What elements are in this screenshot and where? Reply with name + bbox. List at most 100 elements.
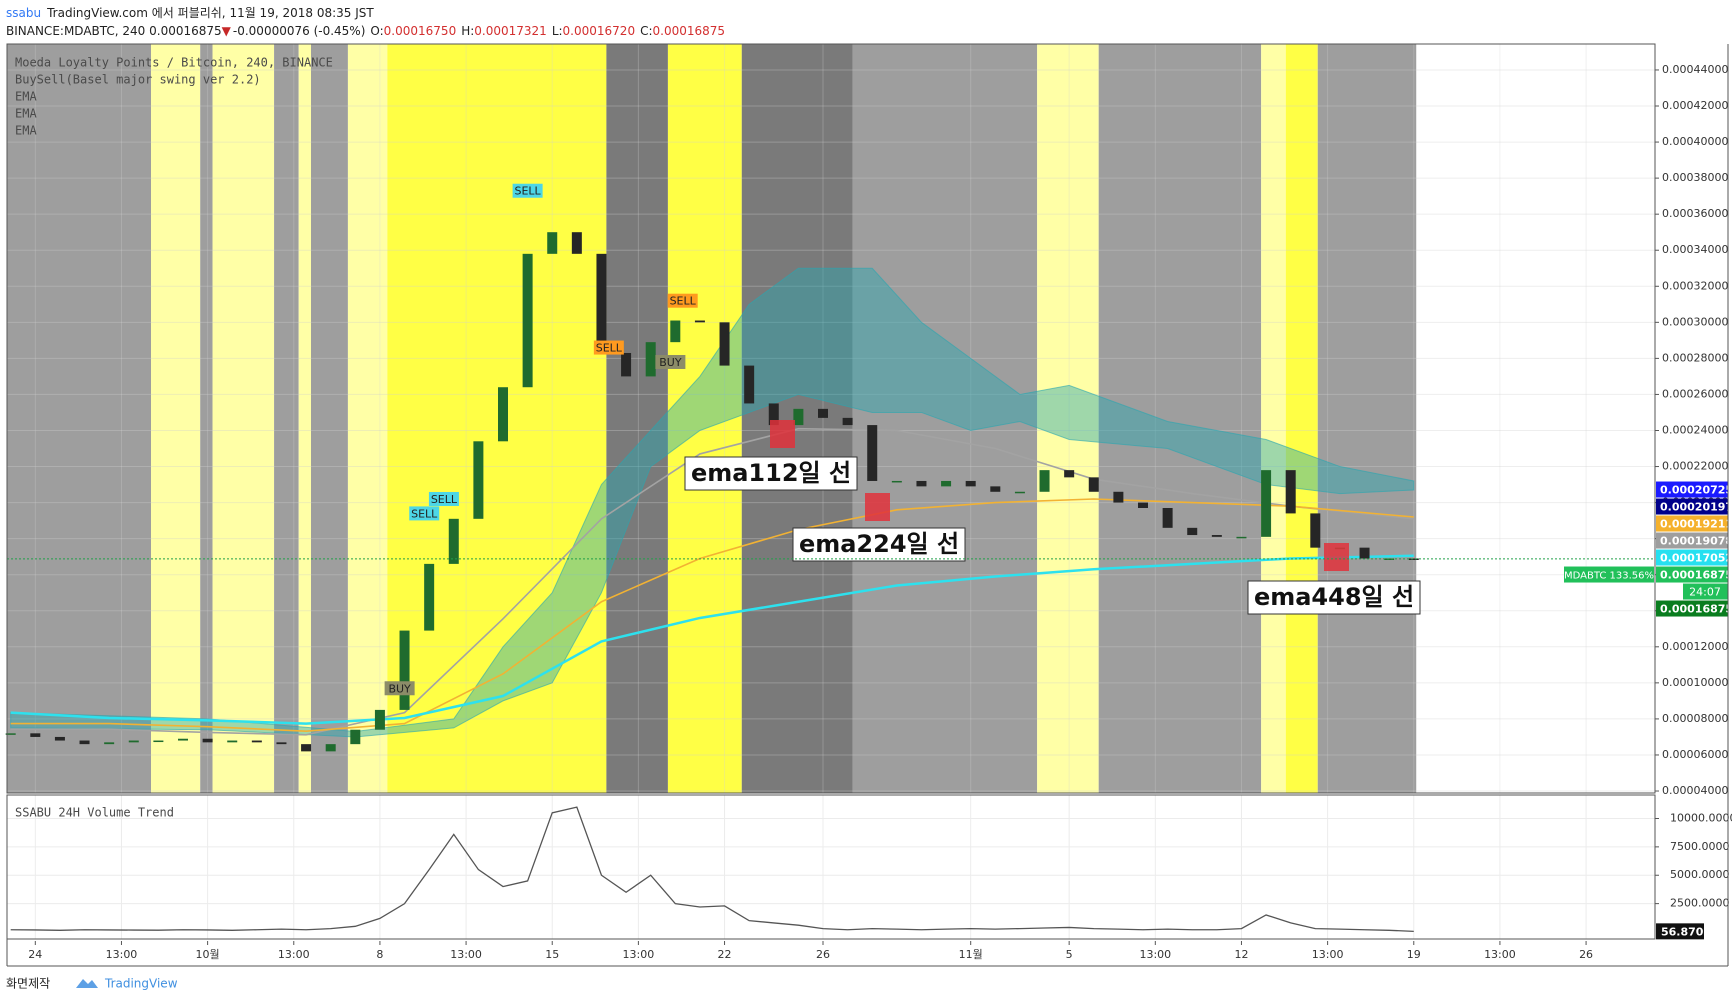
marker-square bbox=[1324, 543, 1349, 571]
signal-label: SELL bbox=[411, 507, 438, 520]
volume-line bbox=[10, 806, 1414, 933]
symbol-badge-label: MDABTC 133.56% bbox=[1564, 571, 1654, 582]
ohlc-key: H: bbox=[461, 24, 474, 38]
swing-zone bbox=[606, 44, 668, 793]
legend-entry: EMA bbox=[15, 124, 37, 138]
publisher: ssabu bbox=[6, 6, 41, 20]
y-tick-label: 2500.0000 bbox=[1670, 897, 1730, 910]
signal-label: BUY bbox=[388, 682, 411, 695]
swing-zone bbox=[1098, 44, 1262, 793]
candle bbox=[448, 518, 459, 564]
swing-zone bbox=[151, 44, 201, 793]
price-badge-label: 0.00020725 bbox=[1660, 484, 1732, 497]
candle bbox=[104, 742, 115, 745]
candle bbox=[1285, 470, 1296, 514]
x-tick-label: 13:00 bbox=[1139, 948, 1171, 961]
x-tick-label: 10월 bbox=[196, 948, 220, 961]
annotation-box bbox=[1247, 580, 1421, 615]
candle bbox=[1408, 558, 1419, 560]
candle bbox=[1236, 536, 1247, 539]
y-tick-label: 0.00008000 bbox=[1662, 712, 1728, 725]
candle bbox=[547, 232, 558, 254]
ohlc-key: O: bbox=[370, 24, 383, 38]
candle bbox=[30, 733, 41, 737]
signal-label: BUY bbox=[659, 356, 682, 369]
x-tick-label: 19 bbox=[1407, 948, 1421, 961]
candle bbox=[251, 740, 262, 743]
y-tick-label: 10000.0000 bbox=[1670, 811, 1732, 824]
swing-zone bbox=[1261, 44, 1286, 793]
annotation-box bbox=[792, 527, 966, 562]
y-tick-label: 0.00040000 bbox=[1662, 135, 1728, 148]
y-tick-label: 0.00028000 bbox=[1662, 351, 1728, 364]
x-tick-label: 13:00 bbox=[1312, 948, 1344, 961]
candle bbox=[424, 563, 435, 631]
countdown: 24:07 bbox=[1689, 586, 1721, 599]
y-tick-label: 5000.0000 bbox=[1670, 868, 1730, 881]
marker-square bbox=[865, 493, 890, 521]
candle bbox=[744, 365, 755, 404]
candle bbox=[596, 253, 607, 353]
candle bbox=[1162, 508, 1173, 528]
price-badge-label: 0.00020197 bbox=[1660, 501, 1732, 514]
header-line: ssabu TradingView.com 에서 퍼블리쉬, 11월 19, 20… bbox=[6, 6, 374, 20]
time-axis: 24 13:00 10월 13:00 8 13:00 15 13:00 22 26 11월 5 13:0… bbox=[6, 44, 1729, 967]
y-tick-label: 0.00004000 bbox=[1662, 784, 1728, 797]
candle bbox=[522, 253, 533, 388]
candle bbox=[694, 320, 705, 323]
ema-line bbox=[10, 427, 1414, 736]
y-tick-label: 0.00034000 bbox=[1662, 243, 1728, 256]
ohlc-value: 0.00016875 bbox=[653, 24, 726, 38]
y-tick-label: 0.00042000 bbox=[1662, 99, 1728, 112]
candle bbox=[325, 744, 336, 752]
y-tick-label: 0.00036000 bbox=[1662, 207, 1728, 220]
swing-zone bbox=[212, 44, 275, 793]
swing-zone bbox=[1037, 44, 1099, 793]
legend-entry: EMA bbox=[15, 90, 37, 104]
y-tick-label: 0.00006000 bbox=[1662, 748, 1728, 761]
swing-zone bbox=[1317, 44, 1417, 793]
swing-zone bbox=[852, 44, 1038, 793]
published: TradingView.com 에서 퍼블리쉬, 11월 19, 2018 08… bbox=[46, 6, 374, 20]
marker-square bbox=[770, 420, 795, 448]
candle bbox=[399, 630, 410, 710]
price-badge-label: 0.00017052 bbox=[1660, 552, 1732, 565]
candle bbox=[916, 480, 927, 487]
candle bbox=[719, 322, 730, 366]
symbol: BINANCE:MDABTC, 240 0.00016875 bbox=[6, 24, 222, 38]
price-badge-label: 0.00016875 bbox=[1660, 569, 1732, 582]
candle bbox=[1187, 527, 1198, 536]
ichimoku-cloud bbox=[10, 267, 1415, 738]
x-tick-label: 13:00 bbox=[623, 948, 655, 961]
candle bbox=[1064, 470, 1075, 478]
volume-title: SSABU 24H Volume Trend bbox=[15, 806, 174, 820]
footer-brand[interactable]: TradingView bbox=[104, 977, 178, 991]
swing-zone bbox=[1285, 44, 1318, 793]
x-tick-label: 15 bbox=[545, 948, 559, 961]
candle bbox=[350, 729, 361, 745]
candle bbox=[571, 232, 582, 254]
x-tick-label: 24 bbox=[28, 948, 42, 961]
signal-box bbox=[512, 183, 543, 198]
candle bbox=[301, 744, 312, 752]
candle bbox=[1384, 558, 1395, 560]
swing-zone bbox=[387, 44, 607, 793]
candle bbox=[990, 486, 1001, 492]
candle bbox=[867, 425, 878, 481]
candle bbox=[1088, 477, 1099, 492]
y-tick-label: 0.00044000 bbox=[1662, 63, 1728, 76]
candle bbox=[498, 387, 508, 442]
price-badge-label: 0.00019078 bbox=[1660, 535, 1732, 548]
candle bbox=[645, 342, 656, 377]
ema-line bbox=[10, 554, 1414, 725]
price-badge bbox=[1656, 600, 1728, 617]
x-tick-label: 13:00 bbox=[1484, 948, 1516, 961]
candle bbox=[54, 736, 65, 741]
candle bbox=[1138, 502, 1148, 509]
price-pane: 0.00004000 0.00006000 0.00008000 0.00010000… bbox=[5, 43, 1732, 797]
candle bbox=[1261, 470, 1272, 537]
arrow: ▼ bbox=[222, 24, 232, 38]
signal-box bbox=[409, 506, 440, 521]
x-tick-label: 22 bbox=[718, 948, 732, 961]
y-tick-label: 0.00010000 bbox=[1662, 676, 1728, 689]
